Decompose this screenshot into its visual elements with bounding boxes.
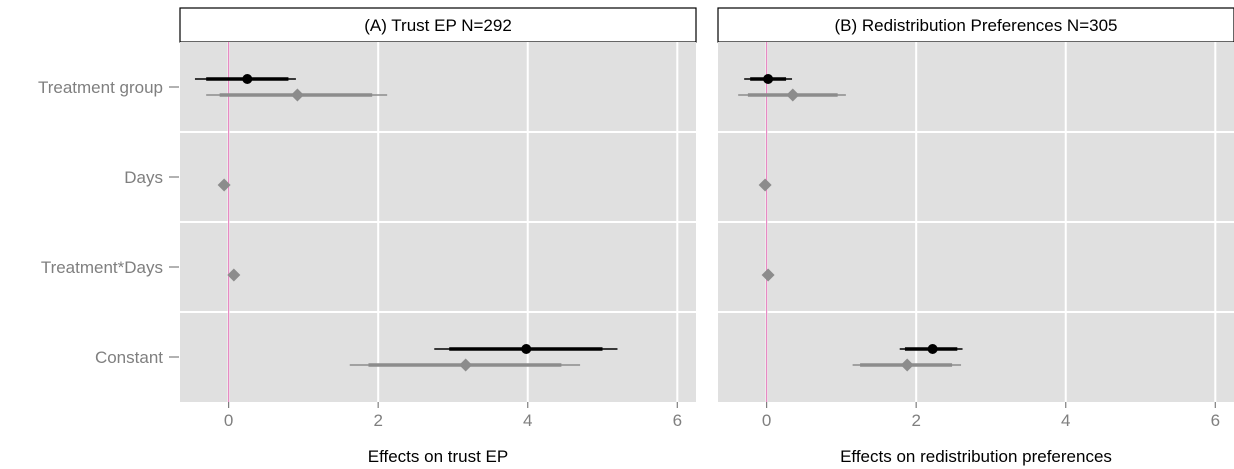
point-estimate-treatment-group-black	[763, 74, 774, 84]
point-estimate-days-grey	[217, 178, 231, 192]
point-estimate-treatment-group-grey	[786, 88, 800, 102]
x-tick-label: 6	[1211, 411, 1220, 430]
panel-title: (A) Trust EP N=292	[364, 16, 512, 35]
y-tick-label-days: Days	[124, 168, 163, 187]
x-tick-label: 0	[224, 411, 233, 430]
chart-panels: (A) Trust EP N=292 0 2 4 6 Effects on trust E…	[179, 7, 1234, 466]
point-estimate-days-grey	[758, 178, 772, 192]
x-tick-label: 4	[1061, 411, 1070, 430]
x-axis-title: Effects on redistribution preferences	[840, 447, 1112, 466]
x-tick-label: 0	[762, 411, 771, 430]
point-estimate-treatment-days-grey	[761, 268, 775, 282]
point-estimate-treatment-group-grey	[290, 88, 304, 102]
y-axis-labels: Treatment group Days Treatment*Days Constan…	[38, 78, 179, 367]
point-estimate-constant-grey	[459, 358, 473, 372]
x-tick-label: 6	[673, 411, 682, 430]
x-tick-label: 2	[373, 411, 382, 430]
x-axis-title: Effects on trust EP	[368, 447, 508, 466]
point-estimate-constant-black	[927, 344, 938, 354]
x-tick-label: 4	[523, 411, 532, 430]
y-tick-label-treatment-group: Treatment group	[38, 78, 163, 97]
point-estimate-constant-black	[521, 344, 532, 354]
panel-strip	[179, 7, 697, 43]
panel-a: (A) Trust EP N=292 0 2 4 6 Effects on trust E…	[179, 7, 697, 466]
panel-title: (B) Redistribution Preferences N=305	[835, 16, 1118, 35]
point-estimate-treatment-group-black	[242, 74, 253, 84]
x-tick-label: 2	[911, 411, 920, 430]
panel-b: (B) Redistribution Preferences N=305 0 2 4 6…	[717, 7, 1234, 466]
y-tick-label-constant: Constant	[95, 348, 163, 367]
point-estimate-constant-grey	[900, 358, 914, 372]
y-tick-label-treatment-days: Treatment*Days	[41, 258, 163, 277]
point-estimate-treatment-days-grey	[227, 268, 241, 282]
